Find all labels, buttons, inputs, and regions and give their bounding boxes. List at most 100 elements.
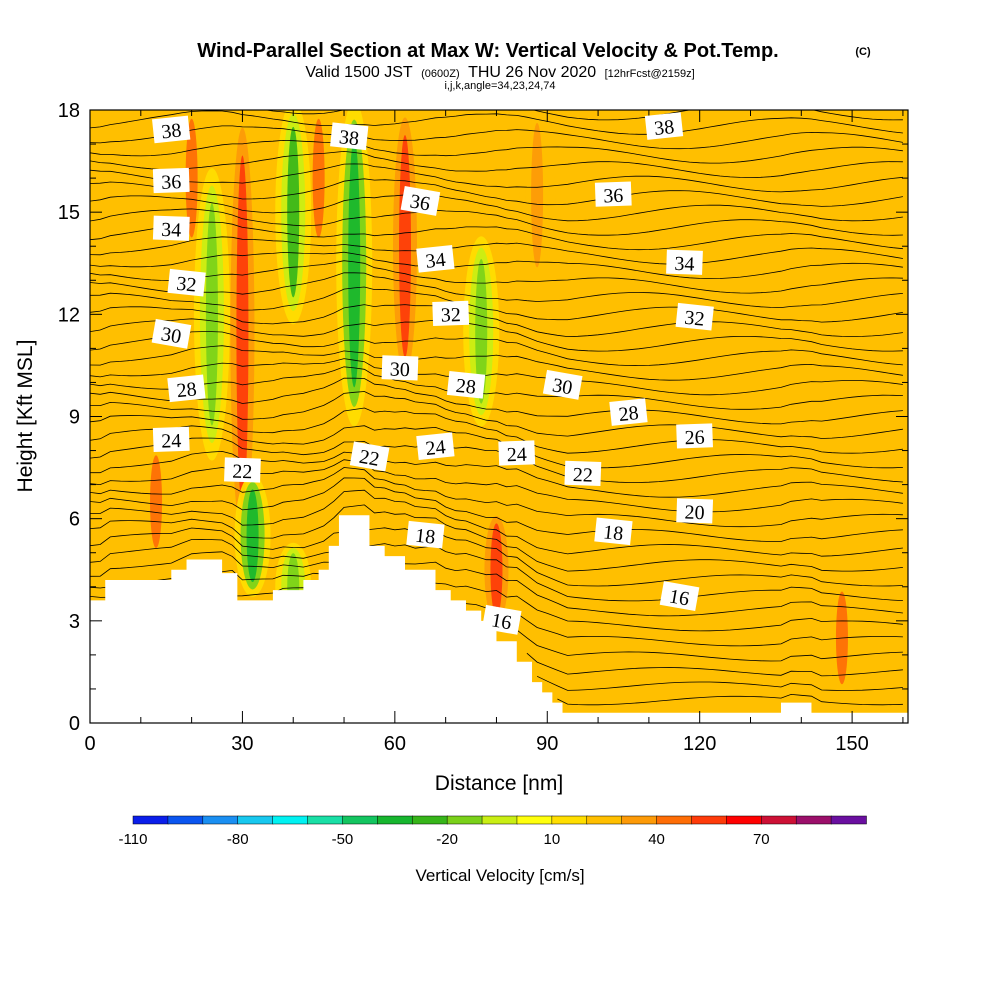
updraft-band	[150, 455, 163, 549]
contour-label-box	[594, 517, 633, 546]
x-tick-label: 30	[231, 733, 253, 755]
y-tick-label: 3	[69, 611, 80, 633]
contour-label-box	[432, 300, 470, 326]
updraft-band	[185, 118, 198, 238]
contour-label-text: 38	[338, 126, 360, 150]
contour-label-box	[542, 369, 583, 400]
theta-contour-line	[90, 194, 903, 222]
theta-contour-label: 36	[400, 186, 441, 216]
colorbar-swatch	[481, 815, 518, 825]
colorbar-swatch	[377, 815, 413, 825]
theta-contour-label: 38	[152, 115, 191, 144]
x-tick-label: 150	[835, 733, 868, 755]
colorbar-tick-label: -50	[332, 831, 354, 848]
y-tick-label: 0	[69, 713, 80, 735]
valid-prefix: Valid 1500 JST	[305, 64, 413, 81]
colorbar-label: Vertical Velocity [cm/s]	[415, 866, 584, 885]
contour-label-text: 26	[684, 427, 705, 450]
colorbar-swatch	[411, 815, 448, 825]
theta-contour-label: 24	[416, 432, 455, 460]
colorbar-swatch	[830, 815, 867, 825]
colorbar-swatch	[446, 815, 483, 825]
contour-label-text: 28	[455, 375, 477, 399]
colorbar-swatch	[726, 815, 763, 825]
valid-date: THU 26 Nov 2020	[468, 64, 596, 81]
colorbar-swatch	[586, 815, 623, 825]
colorbar-tick-label: 40	[648, 831, 665, 848]
theta-contour-label: 28	[446, 371, 486, 399]
colorbar-tick-label: 10	[544, 831, 561, 848]
y-tick-label: 12	[58, 304, 80, 326]
x-tick-label: 60	[384, 733, 406, 755]
theta-contour-line	[90, 286, 903, 323]
contour-label-text: 28	[618, 402, 640, 426]
contour-label-box	[152, 215, 190, 241]
theta-contour-line	[90, 208, 903, 236]
contour-label-text: 38	[160, 119, 182, 143]
theta-contour-label: 24	[152, 426, 190, 453]
theta-contour-line	[90, 318, 903, 352]
theta-contour-line	[90, 272, 903, 309]
contour-label-box	[152, 115, 191, 144]
colorbar: -110 -80 -50 -20 10 40 70	[119, 815, 867, 848]
colorbar-swatch	[761, 815, 797, 825]
theta-contour-line	[90, 178, 903, 207]
contour-label-text: 22	[572, 464, 593, 487]
colorbar-tick-label: -80	[227, 831, 249, 848]
x-tick-label: 0	[84, 733, 95, 755]
x-tick-label: 120	[683, 733, 716, 755]
theta-contour-line	[90, 150, 903, 179]
theta-contour-line	[557, 693, 903, 706]
contour-label-text: 32	[175, 273, 197, 297]
theta-contour-line	[90, 304, 903, 338]
contour-label-text: 30	[551, 374, 575, 399]
theta-contour-line	[90, 477, 903, 542]
contour-label-text: 36	[161, 171, 182, 194]
theta-contour-line	[90, 358, 903, 396]
theta-contour-line	[90, 221, 903, 251]
colorbar-tick-label: 70	[753, 831, 770, 848]
contour-label-box	[446, 371, 486, 399]
theta-contours	[90, 110, 903, 706]
theta-contour-line	[90, 489, 903, 557]
y-tick-label: 15	[58, 202, 80, 224]
contour-label-text: 24	[506, 444, 527, 467]
theta-contour-label: 18	[594, 517, 633, 546]
colorbar-swatch	[342, 815, 379, 825]
contour-label-box	[416, 432, 455, 460]
colorbar-swatch	[237, 815, 274, 825]
theta-contour-line	[90, 251, 903, 280]
contour-label-box	[152, 167, 190, 194]
theta-contour-label: 34	[152, 215, 190, 242]
contour-label-text: 22	[358, 446, 382, 471]
downdraft-band	[475, 259, 488, 404]
theta-contour-line	[90, 366, 903, 410]
colorbar-swatch	[656, 815, 693, 825]
updraft-band	[312, 118, 325, 238]
theta-contour-line	[90, 569, 903, 632]
valid-time-line: Valid 1500 JST (0600Z) THU 26 Nov 2020 […	[305, 64, 694, 81]
contour-label-box	[167, 374, 206, 403]
theta-contour-line	[536, 675, 903, 691]
chart-title: Wind-Parallel Section at Max W: Vertical…	[197, 40, 778, 62]
contour-label-box	[416, 245, 455, 273]
theta-contour-label: 38	[644, 112, 684, 140]
contour-label-box	[167, 268, 206, 297]
theta-contour-line	[90, 407, 903, 454]
theta-contour-label: 26	[676, 423, 713, 449]
theta-contour-line	[526, 652, 903, 677]
colorbar-swatch	[621, 815, 658, 825]
theta-contour-label: 22	[349, 441, 390, 472]
theta-contour-label: 30	[151, 318, 192, 349]
theta-contour-label: 36	[594, 181, 632, 207]
theta-contour-line	[90, 538, 903, 602]
contour-label-text: 30	[390, 358, 411, 381]
colorbar-swatch	[795, 815, 832, 825]
theta-contour-line	[90, 139, 903, 164]
theta-contour-line	[90, 425, 903, 469]
contour-label-text: 20	[684, 502, 705, 525]
theta-contour-label: 28	[167, 374, 206, 403]
contour-label-box	[659, 581, 700, 611]
y-tick-label: 18	[58, 100, 80, 122]
